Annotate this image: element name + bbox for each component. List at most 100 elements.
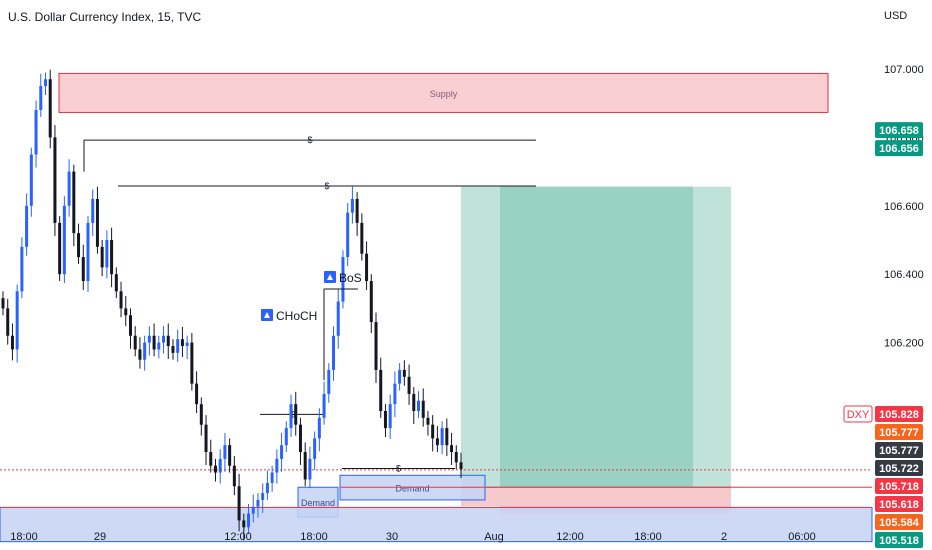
candle-body — [15, 291, 19, 350]
zone-demand-bottom[interactable] — [0, 506, 873, 543]
candle-body — [308, 458, 312, 480]
x-tick-label: 29 — [94, 531, 106, 543]
y-tick-label: 106.600 — [884, 201, 924, 213]
candle-body — [147, 335, 151, 343]
candle-body — [67, 171, 71, 206]
candle-body — [91, 198, 95, 223]
candle-body — [204, 424, 208, 453]
candle-body — [412, 393, 416, 411]
price-badge — [875, 122, 923, 139]
candle-body — [62, 205, 66, 275]
candle-body — [398, 369, 402, 384]
candle-body — [445, 428, 449, 446]
candle-body — [365, 253, 369, 282]
candle-body — [393, 383, 397, 405]
y-tick-label: 106.400 — [884, 269, 924, 281]
candle-body — [53, 137, 57, 223]
x-tick-label: 18:00 — [300, 531, 328, 543]
position-tool[interactable] — [461, 186, 731, 515]
candle-body — [152, 335, 156, 350]
candle-body — [209, 452, 213, 466]
zone-label-demand-small: Demand — [301, 498, 335, 508]
level-label-high-level-2: $ — [324, 181, 329, 191]
currency-label: USD — [884, 10, 907, 22]
x-tick-label: 18:00 — [10, 531, 38, 543]
candle-body — [190, 342, 194, 384]
candle-body — [128, 315, 132, 336]
candle-body — [294, 404, 298, 425]
candle-body — [247, 513, 251, 528]
candle-body — [383, 411, 387, 429]
zone-label-supply: Supply — [430, 89, 458, 99]
candle-body — [317, 417, 321, 439]
candle-body — [138, 349, 142, 360]
candle-body — [180, 339, 184, 347]
candle-body — [124, 308, 128, 316]
x-tick-label: 2 — [721, 531, 727, 543]
price-badge-label: 105.777 — [879, 445, 919, 457]
price-badge — [875, 424, 923, 440]
symbol-badge — [843, 405, 873, 423]
candle-body — [157, 342, 161, 350]
candle-body — [119, 291, 123, 309]
price-badge — [875, 406, 923, 422]
x-tick-label: 12:00 — [556, 531, 584, 543]
candle-body — [251, 506, 255, 514]
candle-body — [350, 198, 354, 213]
candle-body — [275, 458, 279, 473]
bos-label: BoS — [339, 271, 362, 285]
candle-body — [176, 339, 180, 353]
candle-body — [402, 369, 406, 377]
price-badge-label: 105.718 — [879, 481, 919, 493]
candle-body — [213, 465, 217, 473]
candle-body — [218, 458, 222, 473]
price-badge — [875, 442, 923, 458]
y-tick-label: 107.000 — [884, 64, 924, 76]
candle-body — [58, 222, 62, 275]
level-label-low-level: $ — [396, 463, 401, 473]
candle-body — [431, 424, 435, 439]
candle-body — [313, 438, 317, 459]
candle-body — [195, 383, 199, 405]
price-badge — [875, 478, 923, 494]
candle-body — [232, 465, 236, 487]
candle-body — [332, 335, 336, 370]
price-badge-label: 106.656 — [879, 143, 919, 155]
candle-body — [388, 404, 392, 429]
candle-body — [48, 79, 52, 138]
candle-body — [143, 342, 147, 360]
candle-body — [166, 335, 170, 347]
price-badge-label: 105.828 — [879, 409, 919, 421]
time-axis[interactable]: 18:00 29 12:00 18:00 30 Aug 12:00 18:00 2 06:00 — [10, 531, 816, 543]
level-label-high-level-1: $ — [307, 135, 312, 145]
annotations-layer: CHoCH BoS — [261, 271, 362, 380]
candle-body — [341, 257, 345, 302]
candle-body — [223, 445, 227, 459]
candles-layer — [1, 69, 463, 541]
candle-body — [105, 240, 109, 268]
candle-body — [185, 342, 189, 347]
zone-supply[interactable] — [58, 72, 829, 113]
x-tick-label: Aug — [484, 531, 504, 543]
price-badge-label: 105.584 — [879, 517, 920, 529]
candle-body — [6, 308, 10, 336]
candle-body — [417, 400, 421, 411]
candle-body — [346, 212, 350, 258]
candle-body — [379, 369, 383, 411]
candle-body — [34, 110, 38, 155]
candle-body — [426, 417, 430, 425]
price-axis[interactable]: 107.000106.800106.600106.400106.200106.0… — [843, 64, 924, 548]
candle-body — [81, 257, 85, 282]
symbol-badge-label: DXY — [847, 409, 870, 421]
candle-body — [110, 240, 114, 275]
y-tick-label: 106.200 — [884, 338, 924, 350]
candle-body — [270, 472, 274, 483]
x-tick-label: 30 — [386, 531, 398, 543]
candle-body — [43, 79, 47, 87]
candle-body — [242, 520, 246, 528]
price-badge-label: 105.518 — [879, 535, 919, 547]
chart-title: U.S. Dollar Currency Index, 15, TVC — [8, 10, 202, 24]
candle-body — [10, 335, 14, 350]
candle-body — [39, 86, 43, 111]
